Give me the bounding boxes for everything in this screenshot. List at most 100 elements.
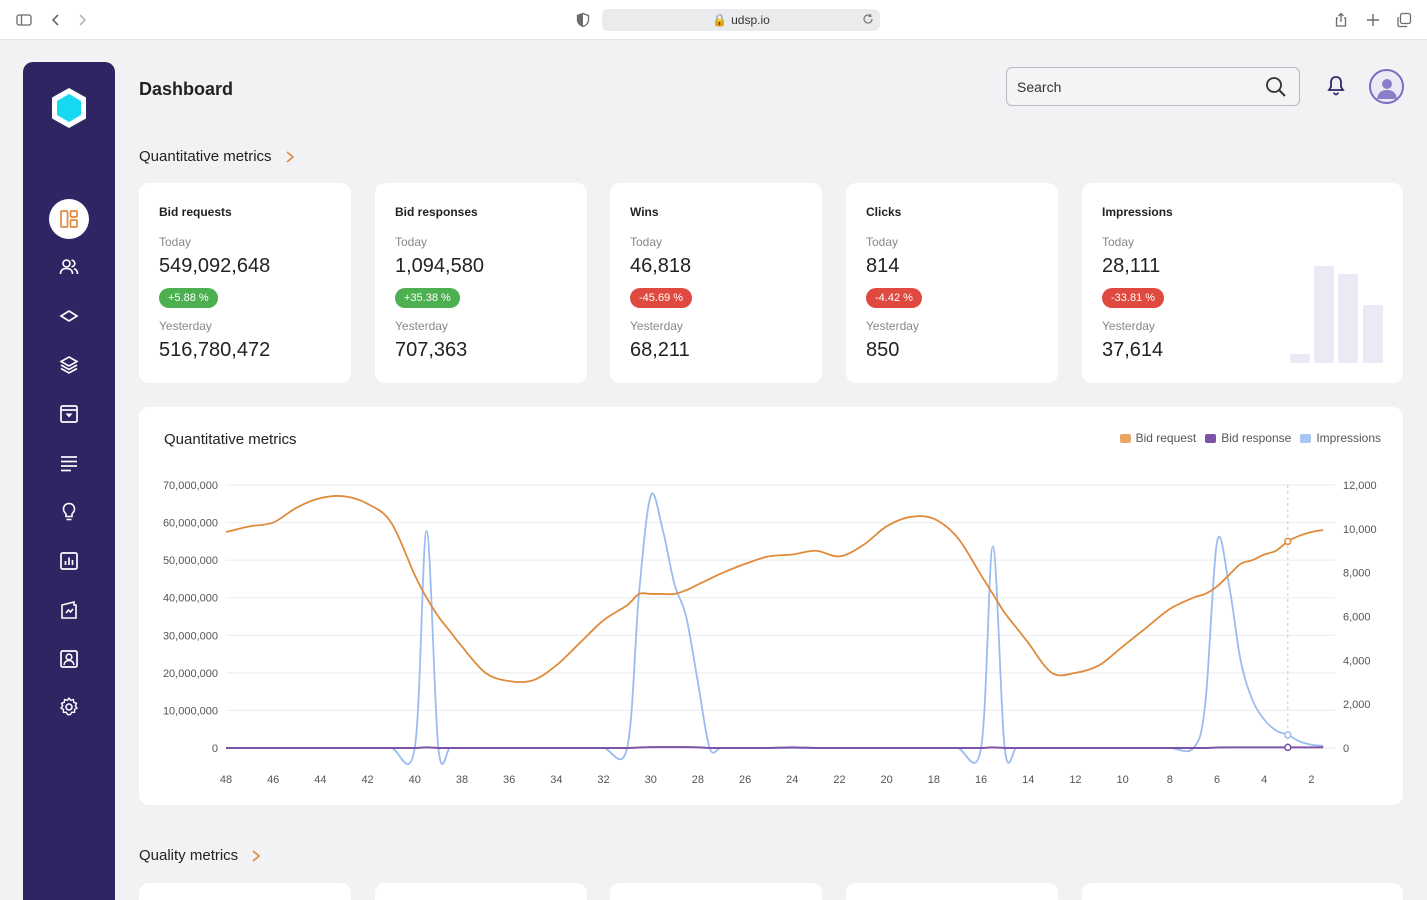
lock-icon: 🔒 xyxy=(712,13,728,27)
tabs-overview-icon[interactable] xyxy=(1396,12,1412,28)
x-tick-label: 40 xyxy=(409,774,421,786)
metric-card-clicks[interactable]: Clicks Today 814 -4.42 % Yesterday 850 xyxy=(846,183,1058,383)
today-label: Today xyxy=(866,235,899,249)
change-badge: -4.42 % xyxy=(866,288,922,308)
report-icon xyxy=(61,600,77,619)
section-title-quality[interactable]: Quality metrics xyxy=(139,847,262,864)
dropdown-box-icon xyxy=(60,405,78,423)
legend-swatch xyxy=(1119,433,1131,443)
quality-card[interactable] xyxy=(610,883,822,900)
sidebar-item-dashboard[interactable] xyxy=(49,199,89,239)
privacy-shield-icon[interactable] xyxy=(575,12,591,28)
sidebar-item-insights[interactable] xyxy=(49,492,89,532)
yesterday-label: Yesterday xyxy=(159,319,212,333)
y-left-tick-label: 70,000,000 xyxy=(163,480,218,492)
quality-card[interactable] xyxy=(375,883,587,900)
y-left-tick-label: 60,000,000 xyxy=(163,518,218,530)
legend-label: Bid response xyxy=(1221,431,1292,445)
quality-card[interactable] xyxy=(139,883,351,900)
sidebar-item-campaigns[interactable] xyxy=(49,394,89,434)
card-title: Bid responses xyxy=(395,205,478,219)
x-tick-label: 30 xyxy=(645,774,657,786)
series-line-impressions xyxy=(225,492,1324,765)
legend-swatch xyxy=(1300,433,1312,443)
y-right-tick-label: 2,000 xyxy=(1343,699,1371,711)
x-tick-label: 16 xyxy=(975,774,987,786)
change-badge: +5.88 % xyxy=(159,288,218,308)
diamond-icon xyxy=(59,309,79,323)
yesterday-value: 516,780,472 xyxy=(159,339,271,361)
settings-icon xyxy=(60,697,78,716)
card-title: Impressions xyxy=(1102,205,1173,219)
chevron-right-icon xyxy=(286,150,294,163)
sidebar-item-contacts[interactable] xyxy=(49,639,89,679)
sidebar-item-inventory[interactable] xyxy=(49,296,89,336)
today-value: 1,094,580 xyxy=(395,255,484,277)
sidebar-item-layers[interactable] xyxy=(49,345,89,385)
y-right-tick-label: 6,000 xyxy=(1343,612,1371,624)
sidebar-item-analytics[interactable] xyxy=(49,541,89,581)
logo-hexagon-icon[interactable] xyxy=(49,86,89,130)
x-tick-label: 22 xyxy=(833,774,845,786)
hover-point-impressions xyxy=(1284,731,1292,739)
new-tab-icon[interactable] xyxy=(1365,12,1381,28)
y-left-tick-label: 50,000,000 xyxy=(163,555,218,567)
metric-card-bid-responses[interactable]: Bid responses Today 1,094,580 +35.38 % Y… xyxy=(375,183,587,383)
y-left-tick-label: 0 xyxy=(212,743,218,755)
notification-bell-icon[interactable] xyxy=(1325,74,1347,96)
card-title: Clicks xyxy=(866,205,902,219)
section-title-quantitative[interactable]: Quantitative metrics xyxy=(139,148,296,165)
legend-label: Bid request xyxy=(1135,431,1197,445)
change-badge: -33.81 % xyxy=(1102,288,1165,308)
metric-card-bid-requests[interactable]: Bid requests Today 549,092,648 +5.88 % Y… xyxy=(139,183,351,383)
browser-toolbar: 🔒 udsp.io xyxy=(0,0,1427,40)
reload-icon[interactable] xyxy=(862,13,874,25)
x-tick-label: 34 xyxy=(550,774,562,786)
quality-card[interactable] xyxy=(1082,883,1403,900)
today-value: 46,818 xyxy=(630,255,692,277)
user-avatar[interactable] xyxy=(1369,69,1404,104)
y-right-tick-label: 8,000 xyxy=(1343,568,1371,580)
today-label: Today xyxy=(395,235,428,249)
search-input[interactable] xyxy=(1017,76,1257,98)
sidebar-toggle-icon[interactable] xyxy=(16,12,32,28)
y-left-tick-label: 20,000,000 xyxy=(163,668,218,680)
metric-card-wins[interactable]: Wins Today 46,818 -45.69 % Yesterday 68,… xyxy=(610,183,822,383)
quantitative-chart-card: Quantitative metrics Bid request Bid res… xyxy=(139,407,1403,805)
legend-item-impressions[interactable]: Impressions xyxy=(1300,431,1381,445)
legend-label: Impressions xyxy=(1316,431,1381,445)
sidebar-item-reports[interactable] xyxy=(49,590,89,630)
x-tick-label: 10 xyxy=(1117,774,1129,786)
card-title: Bid requests xyxy=(159,205,232,219)
address-bar[interactable]: 🔒 udsp.io xyxy=(602,9,880,31)
sidebar-item-lists[interactable] xyxy=(49,443,89,483)
y-left-tick-label: 10,000,000 xyxy=(163,705,218,717)
y-left-tick-label: 40,000,000 xyxy=(163,593,218,605)
chart-plot[interactable]: 70,000,000 60,000,000 50,000,000 40,000,000… xyxy=(139,407,1403,805)
y-right-tick-label: 4,000 xyxy=(1343,655,1371,667)
x-tick-label: 18 xyxy=(928,774,940,786)
x-tick-label: 36 xyxy=(503,774,515,786)
quality-card[interactable] xyxy=(846,883,1058,900)
sidebar-item-settings[interactable] xyxy=(49,687,89,727)
back-icon[interactable] xyxy=(48,12,64,28)
x-tick-label: 48 xyxy=(220,774,232,786)
legend-item-bid-response[interactable]: Bid response xyxy=(1205,431,1291,445)
url-text: udsp.io xyxy=(731,13,770,27)
legend-item-bid-request[interactable]: Bid request xyxy=(1119,431,1197,445)
forward-icon[interactable] xyxy=(74,12,90,28)
search-box[interactable] xyxy=(1006,67,1300,106)
metric-card-impressions[interactable]: Impressions Today 28,111 -33.81 % Yester… xyxy=(1082,183,1403,383)
sidebar-item-users[interactable] xyxy=(49,247,89,287)
y-right-tick-label: 10,000 xyxy=(1343,524,1377,536)
today-label: Today xyxy=(159,235,192,249)
share-icon[interactable] xyxy=(1333,12,1349,28)
x-tick-label: 32 xyxy=(597,774,609,786)
decorative-bar xyxy=(1314,266,1334,363)
x-tick-label: 4 xyxy=(1261,774,1267,786)
yesterday-label: Yesterday xyxy=(866,319,919,333)
today-value: 549,092,648 xyxy=(159,255,271,277)
chart-legend: Bid request Bid response Impressions xyxy=(1111,431,1381,445)
search-icon[interactable] xyxy=(1265,76,1287,98)
section-title-label: Quality metrics xyxy=(139,847,239,864)
